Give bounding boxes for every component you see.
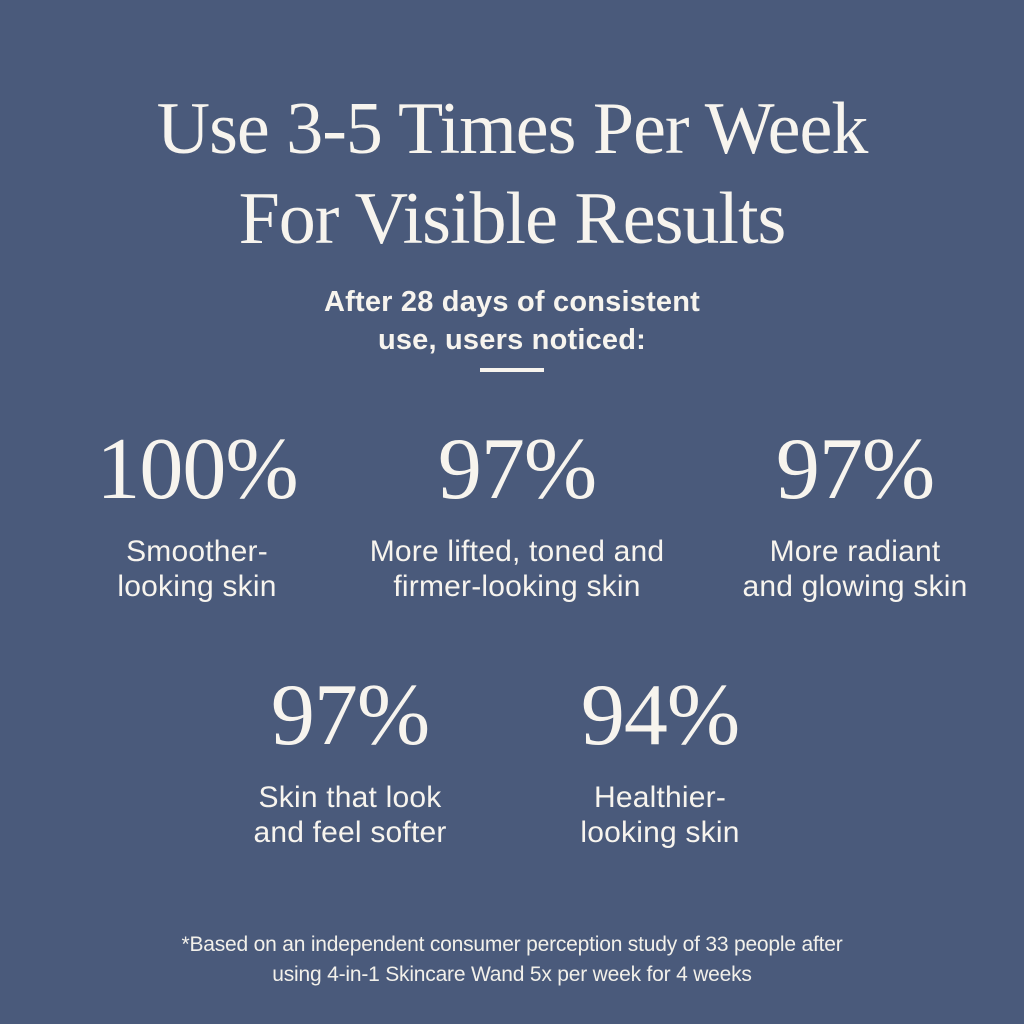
- title-line-2: For Visible Results: [238, 178, 787, 261]
- stat-radiant-glowing-skin: 97% More radiant and glowing skin: [742, 421, 968, 605]
- stat-smoother-looking-skin: 100% Smoother- looking skin: [96, 421, 298, 605]
- stat-lifted-toned-firmer-skin: 97% More lifted, toned and firmer-lookin…: [369, 421, 665, 605]
- stat-softer-skin: 97% Skin that look and feel softer: [253, 667, 447, 851]
- stat-label: Healthier- looking skin: [580, 781, 740, 850]
- subtitle: After 28 days of consistent use, users n…: [323, 286, 701, 356]
- main-title: Use 3-5 Times Per Week For Visible Resul…: [0, 84, 1024, 265]
- stat-healthier-looking-skin: 94% Healthier- looking skin: [580, 667, 740, 851]
- stat-value: 94%: [580, 667, 740, 764]
- stat-value: 97%: [270, 667, 430, 764]
- stat-value: 100%: [96, 421, 298, 518]
- divider-line: [480, 368, 544, 372]
- footnote: *Based on an independent consumer percep…: [181, 933, 843, 987]
- stat-value: 97%: [437, 421, 597, 518]
- stat-label: More lifted, toned and firmer-looking sk…: [369, 535, 665, 604]
- stat-label: More radiant and glowing skin: [742, 535, 968, 604]
- stat-value: 97%: [775, 421, 935, 518]
- stat-label: Smoother- looking skin: [117, 535, 277, 604]
- stat-label: Skin that look and feel softer: [253, 781, 447, 850]
- title-line-1: Use 3-5 Times Per Week: [156, 88, 869, 170]
